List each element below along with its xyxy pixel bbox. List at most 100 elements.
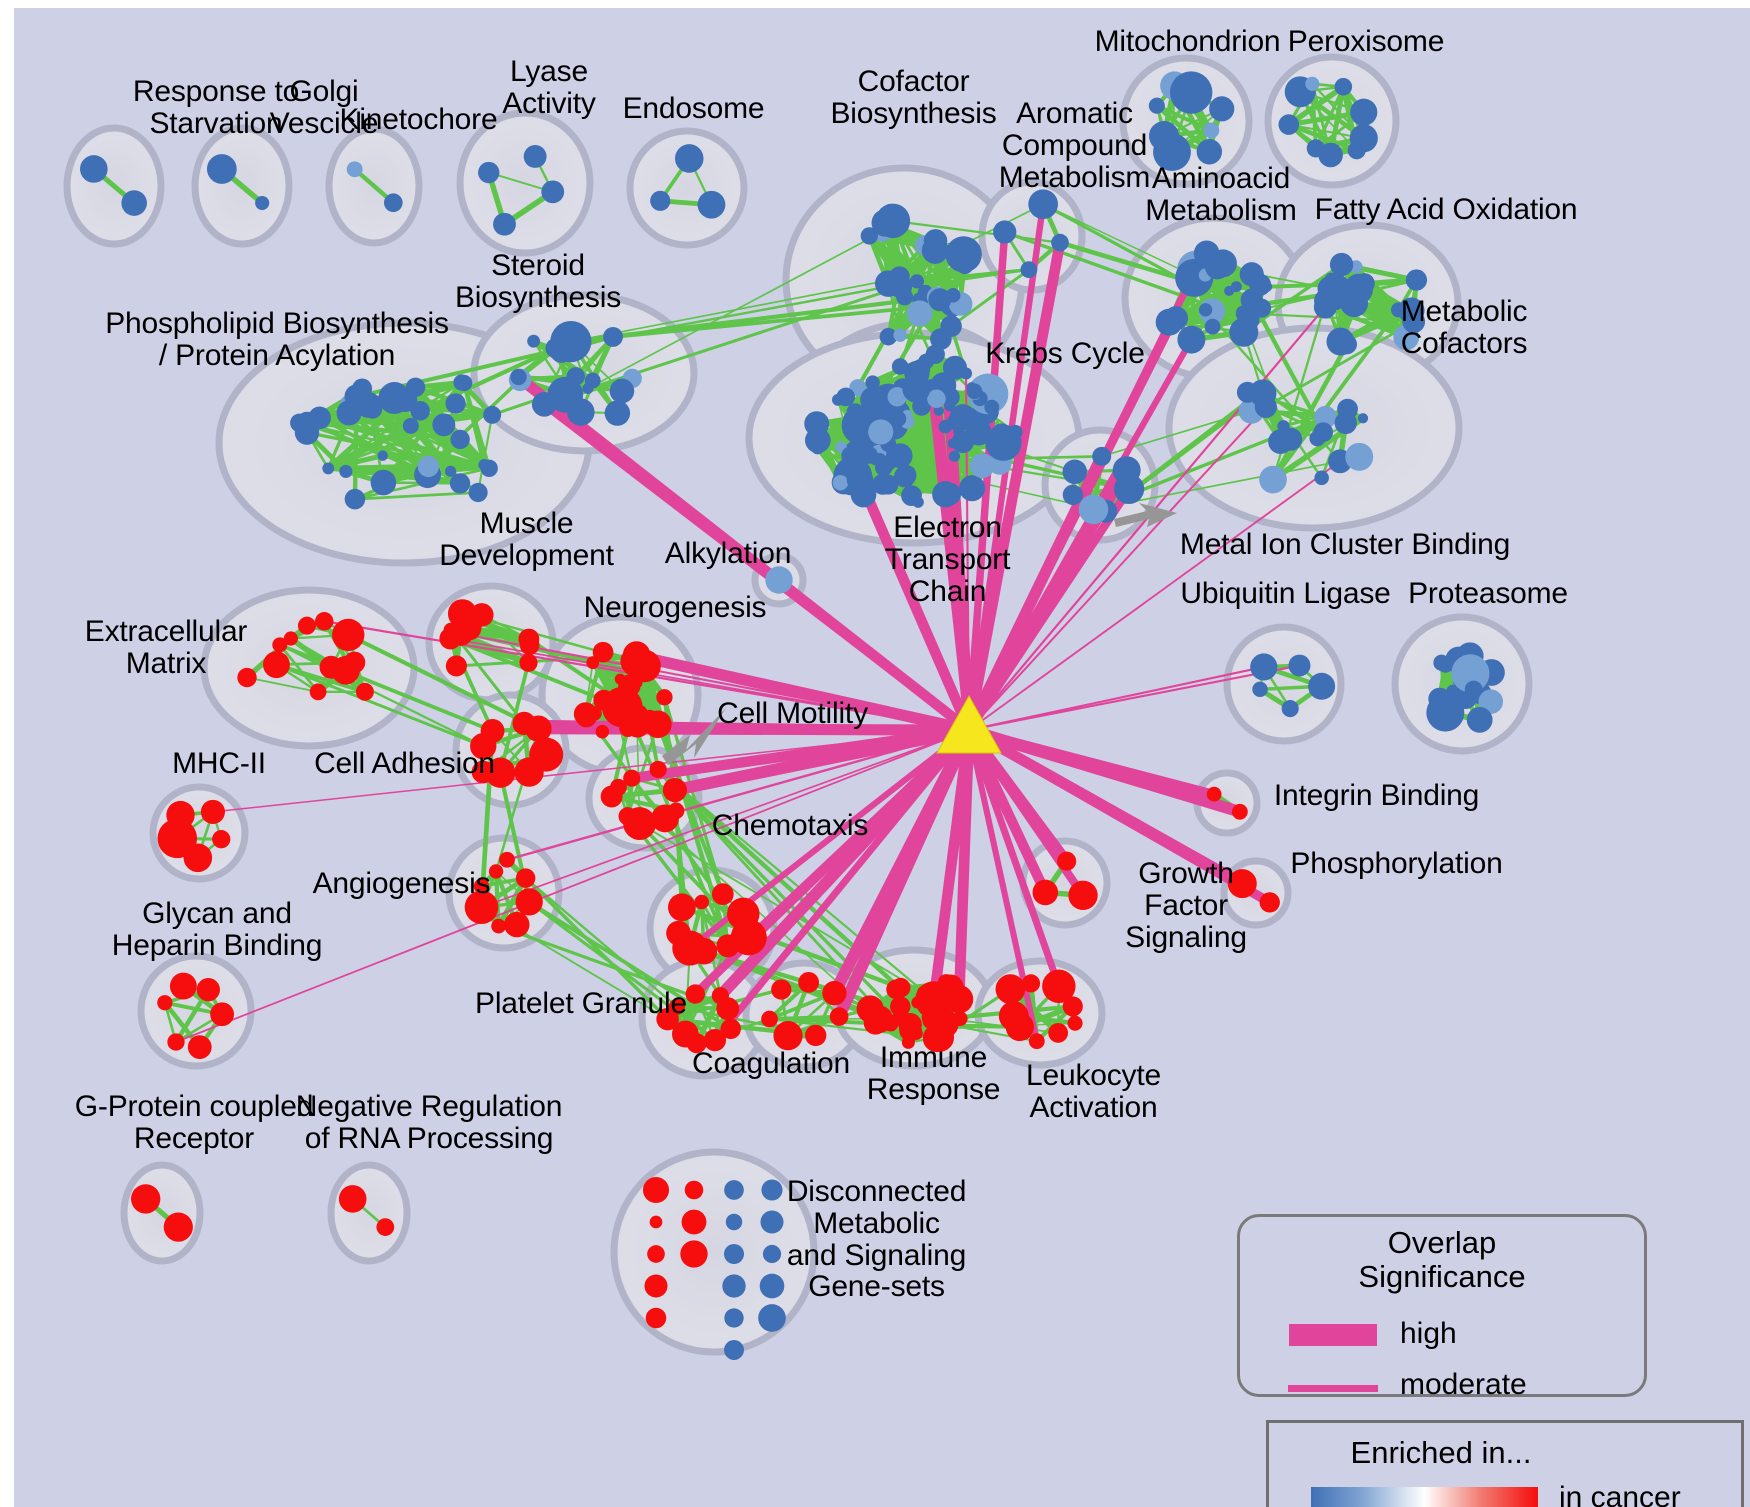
gene-set-node[interactable] (723, 1243, 745, 1265)
gene-set-node[interactable] (927, 389, 946, 409)
gene-set-node[interactable] (726, 897, 760, 931)
gene-set-node[interactable] (405, 377, 426, 397)
gene-set-node[interactable] (166, 800, 195, 830)
gene-set-node[interactable] (716, 934, 740, 958)
gene-set-node[interactable] (1209, 96, 1235, 122)
gene-set-node[interactable] (1337, 398, 1358, 420)
gene-set-node[interactable] (684, 1180, 704, 1200)
gene-set-node[interactable] (331, 656, 360, 685)
gene-set-node[interactable] (1229, 317, 1259, 347)
gene-set-node[interactable] (488, 864, 504, 879)
gene-set-node[interactable] (1051, 233, 1069, 252)
gene-set-node[interactable] (642, 1176, 670, 1204)
gene-set-node[interactable] (464, 890, 499, 925)
gene-set-node[interactable] (527, 334, 541, 348)
gene-set-node[interactable] (514, 757, 544, 787)
gene-set-node[interactable] (439, 627, 462, 650)
gene-set-node[interactable] (761, 1179, 783, 1201)
gene-set-node[interactable] (1169, 71, 1213, 114)
gene-set-node[interactable] (923, 229, 948, 253)
gene-set-node[interactable] (716, 997, 740, 1021)
gene-set-node[interactable] (933, 405, 944, 416)
hub-node[interactable] (936, 694, 1002, 754)
gene-set-node[interactable] (724, 1340, 744, 1360)
gene-set-node[interactable] (906, 300, 933, 327)
gene-set-node[interactable] (417, 455, 440, 478)
gene-set-node[interactable] (893, 328, 907, 342)
gene-set-node[interactable] (523, 145, 547, 168)
gene-set-node[interactable] (582, 383, 594, 395)
gene-set-node[interactable] (1345, 442, 1374, 471)
gene-set-node[interactable] (1068, 880, 1098, 911)
gene-set-node[interactable] (872, 452, 887, 467)
gene-set-node[interactable] (804, 1024, 827, 1047)
gene-set-node[interactable] (1239, 262, 1264, 287)
gene-set-node[interactable] (1288, 654, 1311, 677)
gene-set-node[interactable] (355, 682, 374, 701)
gene-set-node[interactable] (410, 401, 430, 421)
gene-set-node[interactable] (681, 1209, 707, 1235)
gene-set-node[interactable] (493, 212, 516, 236)
gene-set-node[interactable] (575, 706, 597, 728)
gene-set-node[interactable] (1426, 693, 1465, 732)
gene-set-node[interactable] (1196, 139, 1223, 165)
gene-set-node[interactable] (1204, 318, 1221, 335)
gene-set-node[interactable] (1148, 121, 1179, 152)
gene-set-node[interactable] (955, 237, 968, 249)
gene-set-node[interactable] (832, 474, 849, 491)
gene-set-node[interactable] (445, 393, 466, 414)
gene-set-node[interactable] (829, 1007, 849, 1026)
gene-set-node[interactable] (760, 1210, 784, 1234)
gene-set-node[interactable] (641, 668, 655, 681)
gene-set-node[interactable] (860, 386, 888, 414)
gene-set-node[interactable] (1112, 456, 1141, 485)
gene-set-node[interactable] (504, 911, 530, 938)
gene-set-node[interactable] (1306, 139, 1325, 158)
gene-set-node[interactable] (169, 972, 197, 1000)
gene-set-node[interactable] (942, 355, 968, 380)
gene-set-node[interactable] (649, 760, 667, 779)
gene-set-node[interactable] (644, 1274, 668, 1298)
gene-set-node[interactable] (912, 496, 924, 508)
gene-set-node[interactable] (685, 984, 706, 1004)
gene-set-node[interactable] (1048, 1022, 1069, 1043)
gene-set-node[interactable] (1451, 654, 1490, 693)
gene-set-node[interactable] (1347, 141, 1366, 160)
gene-set-node[interactable] (1278, 114, 1300, 135)
gene-set-node[interactable] (863, 1011, 888, 1035)
gene-set-node[interactable] (468, 482, 488, 503)
gene-set-node[interactable] (805, 427, 831, 454)
gene-set-node[interactable] (902, 374, 931, 403)
gene-set-node[interactable] (283, 631, 298, 646)
gene-set-node[interactable] (722, 1274, 746, 1298)
gene-set-node[interactable] (623, 769, 641, 787)
gene-set-node[interactable] (944, 400, 955, 412)
gene-set-node[interactable] (952, 1011, 968, 1027)
gene-set-node[interactable] (765, 566, 793, 594)
gene-set-node[interactable] (1175, 258, 1214, 297)
gene-set-node[interactable] (131, 1184, 161, 1214)
gene-set-node[interactable] (609, 778, 627, 796)
gene-set-node[interactable] (936, 974, 965, 1002)
gene-set-node[interactable] (1478, 689, 1504, 714)
gene-set-node[interactable] (887, 387, 907, 407)
gene-set-node[interactable] (651, 804, 679, 833)
gene-set-node[interactable] (901, 1035, 915, 1049)
gene-set-node[interactable] (650, 190, 671, 211)
gene-set-node[interactable] (473, 878, 490, 894)
gene-set-node[interactable] (956, 257, 974, 275)
gene-set-node[interactable] (515, 888, 543, 916)
gene-set-node[interactable] (121, 190, 147, 216)
gene-set-node[interactable] (773, 1021, 803, 1051)
gene-set-node[interactable] (297, 616, 316, 635)
gene-set-node[interactable] (1032, 879, 1059, 906)
gene-set-node[interactable] (1314, 405, 1337, 429)
gene-set-node[interactable] (984, 399, 1000, 415)
gene-set-node[interactable] (1402, 310, 1426, 334)
gene-set-node[interactable] (930, 328, 952, 350)
gene-set-node[interactable] (1350, 98, 1378, 126)
gene-set-node[interactable] (262, 651, 290, 679)
gene-set-node[interactable] (966, 383, 983, 400)
gene-set-node[interactable] (948, 450, 960, 462)
gene-set-node[interactable] (1177, 325, 1206, 354)
